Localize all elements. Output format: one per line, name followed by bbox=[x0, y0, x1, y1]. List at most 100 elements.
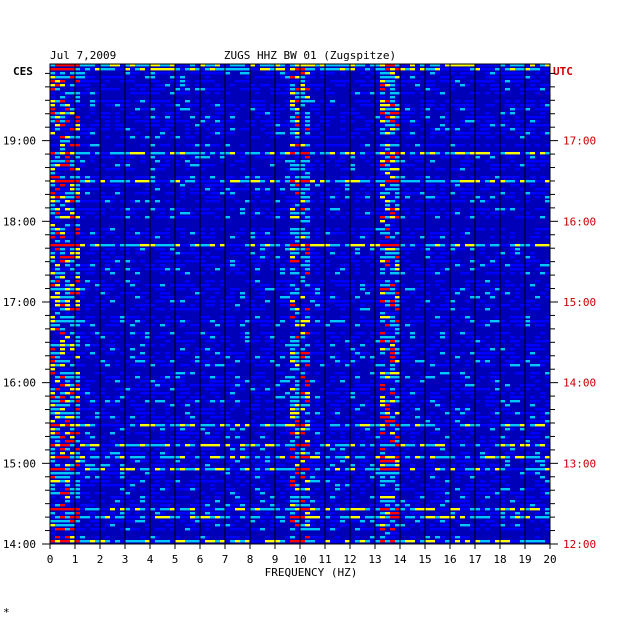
heatmap-cell bbox=[305, 208, 310, 211]
heatmap-cell bbox=[190, 244, 195, 247]
heatmap-cell bbox=[280, 372, 285, 375]
heatmap-cell bbox=[255, 196, 260, 199]
heatmap-cell bbox=[255, 180, 260, 183]
heatmap-cell bbox=[150, 104, 155, 107]
heatmap-cell bbox=[330, 232, 335, 235]
heatmap-cell bbox=[405, 252, 410, 255]
heatmap-cell bbox=[165, 244, 170, 247]
heatmap-cell bbox=[270, 216, 275, 219]
heatmap-cell bbox=[335, 280, 340, 283]
heatmap-cell bbox=[545, 196, 550, 199]
heatmap-cell bbox=[520, 208, 525, 211]
heatmap-cell bbox=[355, 196, 360, 199]
heatmap-cell bbox=[340, 104, 345, 107]
heatmap-cell bbox=[390, 432, 395, 435]
heatmap-cell bbox=[130, 76, 135, 79]
heatmap-cell bbox=[160, 296, 165, 299]
heatmap-cell bbox=[495, 436, 500, 439]
heatmap-cell bbox=[390, 372, 395, 375]
heatmap-cell bbox=[205, 428, 210, 431]
heatmap-cell bbox=[540, 360, 545, 363]
heatmap-cell bbox=[405, 120, 410, 123]
heatmap-cell bbox=[410, 112, 415, 115]
heatmap-cell bbox=[355, 100, 360, 103]
heatmap-cell bbox=[415, 308, 420, 311]
heatmap-cell bbox=[190, 212, 195, 215]
heatmap-cell bbox=[505, 244, 510, 247]
heatmap-cell bbox=[145, 92, 150, 95]
heatmap-cell bbox=[395, 272, 400, 275]
heatmap-cell bbox=[270, 428, 275, 431]
heatmap-cell bbox=[270, 332, 275, 335]
heatmap-cell bbox=[275, 88, 280, 91]
heatmap-cell bbox=[505, 88, 510, 91]
heatmap-cell bbox=[240, 324, 245, 327]
heatmap-cell bbox=[255, 68, 260, 71]
heatmap-cell bbox=[295, 136, 300, 139]
heatmap-cell bbox=[475, 356, 480, 359]
heatmap-cell bbox=[205, 116, 210, 119]
heatmap-cell bbox=[135, 388, 140, 391]
heatmap-cell bbox=[305, 384, 310, 387]
heatmap-cell bbox=[85, 324, 90, 327]
heatmap-cell bbox=[205, 336, 210, 339]
heatmap-cell bbox=[220, 424, 225, 427]
heatmap-cell bbox=[375, 428, 380, 431]
heatmap-cell bbox=[300, 156, 305, 159]
heatmap-cell bbox=[340, 380, 345, 383]
heatmap-cell bbox=[55, 236, 60, 239]
heatmap-cell bbox=[190, 180, 195, 183]
heatmap-cell bbox=[515, 268, 520, 271]
heatmap-cell bbox=[450, 400, 455, 403]
heatmap-cell bbox=[155, 80, 160, 83]
heatmap-cell bbox=[270, 336, 275, 339]
heatmap-cell bbox=[435, 392, 440, 395]
heatmap-cell bbox=[420, 320, 425, 323]
heatmap-cell bbox=[95, 424, 100, 427]
heatmap-cell bbox=[205, 252, 210, 255]
heatmap-cell bbox=[445, 364, 450, 367]
heatmap-cell bbox=[175, 436, 180, 439]
heatmap-cell bbox=[175, 372, 180, 375]
heatmap-cell bbox=[70, 288, 75, 291]
heatmap-cell bbox=[105, 380, 110, 383]
heatmap-cell bbox=[330, 196, 335, 199]
heatmap-cell bbox=[95, 280, 100, 283]
heatmap-cell bbox=[60, 124, 65, 127]
heatmap-cell bbox=[385, 408, 390, 411]
heatmap-cell bbox=[200, 372, 205, 375]
heatmap-cell bbox=[400, 396, 405, 399]
heatmap-cell bbox=[285, 160, 290, 163]
heatmap-cell bbox=[470, 152, 475, 155]
heatmap-cell bbox=[195, 432, 200, 435]
heatmap-cell bbox=[355, 296, 360, 299]
heatmap-cell bbox=[280, 288, 285, 291]
heatmap-cell bbox=[480, 180, 485, 183]
heatmap-cell bbox=[285, 124, 290, 127]
heatmap-cell bbox=[250, 320, 255, 323]
heatmap-cell bbox=[500, 152, 505, 155]
heatmap-cell bbox=[290, 340, 295, 343]
heatmap-cell bbox=[50, 76, 55, 79]
heatmap-cell bbox=[350, 108, 355, 111]
heatmap-cell bbox=[450, 420, 455, 423]
heatmap-cell bbox=[55, 168, 60, 171]
heatmap-cell bbox=[65, 376, 70, 379]
heatmap-cell bbox=[225, 64, 230, 67]
heatmap-cell bbox=[485, 356, 490, 359]
heatmap-cell bbox=[250, 408, 255, 411]
heatmap-cell bbox=[165, 120, 170, 123]
heatmap-cell bbox=[100, 228, 105, 231]
heatmap-cell bbox=[195, 92, 200, 95]
heatmap-cell bbox=[170, 272, 175, 275]
heatmap-cell bbox=[355, 212, 360, 215]
heatmap-cell bbox=[265, 288, 270, 291]
heatmap-cell bbox=[75, 212, 80, 215]
heatmap-cell bbox=[400, 80, 405, 83]
heatmap-cell bbox=[320, 120, 325, 123]
heatmap-cell bbox=[405, 144, 410, 147]
heatmap-cell bbox=[235, 248, 240, 251]
heatmap-cell bbox=[140, 416, 145, 419]
heatmap-cell bbox=[80, 364, 85, 367]
heatmap-cell bbox=[530, 64, 535, 67]
